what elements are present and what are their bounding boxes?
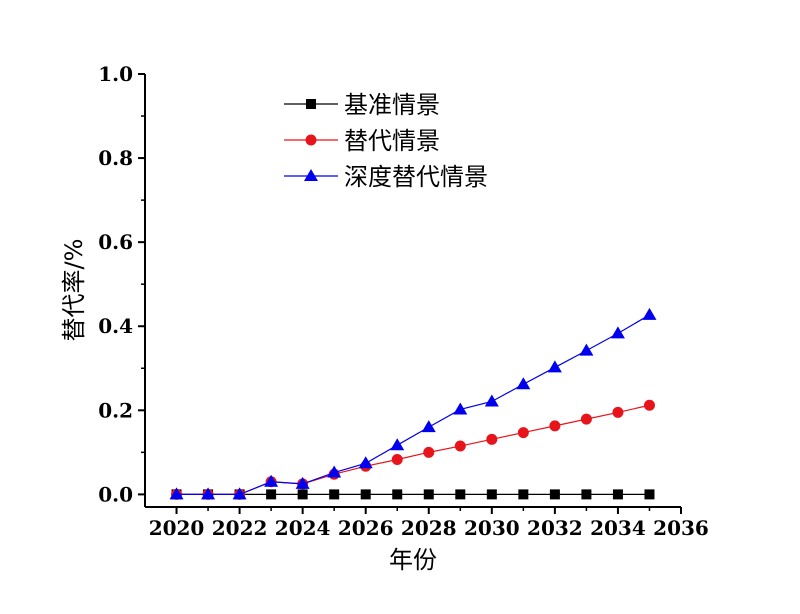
series-line [176,314,650,495]
data-point [327,465,342,478]
data-point [643,399,655,411]
x-tick-label: 2020 [149,516,205,540]
legend-entry: 深度替代情景 [284,163,488,191]
data-point [484,394,499,407]
data-point [486,489,497,500]
x-tick-label: 2028 [401,516,457,540]
y-tick-label: 0.6 [98,230,133,254]
data-point [579,343,594,356]
data-point [644,489,655,500]
data-point [390,438,405,451]
data-point [612,406,624,418]
legend-label: 基准情景 [344,91,440,119]
data-point [297,489,308,500]
data-point [547,360,562,373]
data-point [516,377,531,390]
y-tick-label: 0.8 [98,146,133,170]
legend-marker [304,169,318,181]
series-3 [169,307,657,500]
y-axis-title: 替代率/% [60,239,88,342]
data-point [360,489,371,500]
data-point [455,489,466,500]
x-axis-title: 年份 [389,546,437,574]
data-point [549,420,561,432]
data-point [453,402,468,415]
data-point [580,413,592,425]
data-point [642,307,657,320]
data-point [610,326,625,339]
y-tick-label: 0.2 [98,398,133,422]
x-tick-label: 2030 [464,516,520,540]
y-tick-label: 1.0 [98,62,133,86]
data-point [201,487,216,500]
data-point [423,446,435,458]
x-tick-label: 2034 [590,516,646,540]
x-tick-label: 2022 [212,516,268,540]
data-point [358,456,373,469]
data-point [486,433,498,445]
legend-marker [306,99,316,109]
data-point [329,489,340,500]
data-point [264,474,279,487]
legend-label: 替代情景 [344,127,440,155]
x-tick-label: 2036 [653,516,709,540]
x-tick-label: 2026 [338,516,394,540]
data-point [266,489,277,500]
data-point [612,489,623,500]
data-point [295,476,310,489]
legend-entry: 替代情景 [284,127,440,155]
legend-label: 深度替代情景 [344,163,488,191]
series-layer [169,307,657,500]
y-tick-label: 0.0 [98,482,133,506]
y-tick-label: 0.4 [98,314,133,338]
series-line [176,404,650,495]
axes: 2020 2022 2024 2026 2028 2030 2032 2034 2036 0.0 0… [98,62,709,540]
data-point [423,489,434,500]
series-2 [171,399,655,500]
legend-entry: 基准情景 [284,91,440,119]
data-point [454,440,466,452]
data-point [421,420,436,433]
data-point [391,453,403,465]
data-point [518,489,529,500]
data-point [549,489,560,500]
data-point [232,487,247,500]
data-point [517,427,529,439]
x-tick-label: 2032 [527,516,583,540]
legend-marker [305,134,317,146]
data-point [581,489,592,500]
data-point [392,489,403,500]
data-point [169,487,184,500]
x-tick-label: 2024 [275,516,331,540]
